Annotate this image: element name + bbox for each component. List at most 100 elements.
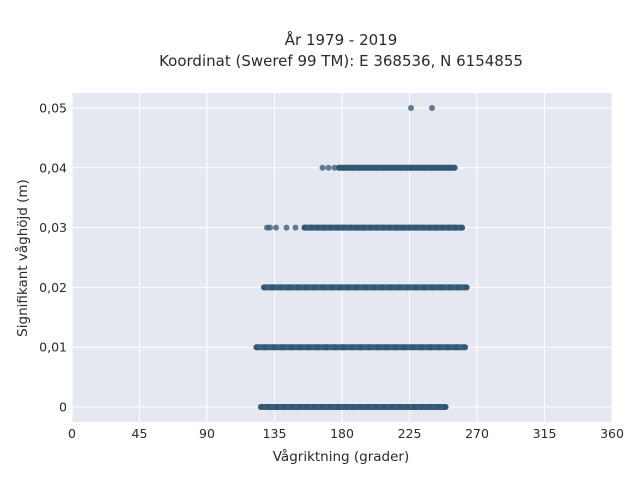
data-point [269,284,276,291]
data-point [401,344,408,351]
x-tick-label: 360 [600,426,624,441]
data-point [380,224,387,231]
data-point [392,344,399,351]
data-point [331,164,338,171]
x-tick-label: 315 [533,426,557,441]
data-point [393,224,400,231]
data-point [301,224,308,231]
data-point [379,284,386,291]
data-point [421,284,428,291]
data-point [270,344,277,351]
data-point [360,224,367,231]
data-point [379,164,386,171]
data-point [386,224,393,231]
data-point [375,344,382,351]
data-point [427,164,434,171]
data-point [294,284,301,291]
chart-subtitle: Koordinat (Sweref 99 TM): E 368536, N 61… [159,52,523,70]
data-point [366,344,373,351]
data-point [305,344,312,351]
data-point [381,404,387,411]
y-tick-label: 0,01 [39,340,67,355]
data-point [319,404,326,411]
data-point [417,164,424,171]
data-point [413,224,420,231]
data-point [320,284,327,291]
data-point [373,224,380,231]
data-point [396,404,403,411]
data-point [422,164,429,171]
data-point [334,224,341,231]
data-point [325,164,332,171]
y-tick-label: 0 [59,400,67,415]
data-point [303,284,310,291]
data-point [429,284,436,291]
x-axis-ticks: 0 45 90 135 180 225 270 315 360 [68,426,624,441]
data-point [349,344,356,351]
data-point [439,224,446,231]
data-point [426,224,433,231]
data-point [350,164,357,171]
data-points [253,104,470,411]
y-tick-label: 0,02 [39,280,67,295]
data-point [327,224,334,231]
data-point [393,164,400,171]
data-point [273,404,280,411]
data-point [342,404,349,411]
data-point [452,224,459,231]
data-point [462,344,468,351]
y-axis-label: Signifikant våghöjd (m) [14,179,31,337]
data-point [459,224,465,231]
data-point [336,164,342,171]
data-point [311,284,318,291]
data-point [412,284,419,291]
data-point [445,224,452,231]
chart-title: År 1979 - 2019 [285,30,398,49]
y-axis-ticks: 0 0,01 0,02 0,03 0,04 0,05 [39,100,67,414]
data-point [406,224,413,231]
data-point [409,344,416,351]
data-point [362,284,369,291]
data-point [258,404,264,411]
data-point [435,344,442,351]
data-point [319,164,326,171]
y-tick-label: 0,03 [39,220,67,235]
data-point [321,224,328,231]
data-point [308,224,315,231]
data-point [413,164,419,171]
data-point [288,404,295,411]
data-point [354,224,360,231]
data-point [438,284,445,291]
data-point [403,164,410,171]
data-point [427,404,434,411]
data-point [404,284,411,291]
data-point [418,344,425,351]
data-point [262,344,269,351]
data-point [399,224,406,231]
data-point [369,164,376,171]
data-point [265,404,272,411]
data-point [261,284,267,291]
x-tick-label: 180 [330,426,354,441]
data-point [408,164,415,171]
data-point [432,224,439,231]
data-point [411,404,418,411]
data-point [370,284,377,291]
data-point [357,344,364,351]
data-point [277,284,284,291]
data-point [314,224,321,231]
data-point [253,344,260,351]
data-point [340,164,347,171]
data-point [453,344,460,351]
x-axis-label: Vågriktning (grader) [273,448,410,465]
data-point [455,284,462,291]
data-point [419,404,426,411]
x-tick-label: 135 [263,426,287,441]
data-point [327,404,334,411]
data-point [279,344,286,351]
data-point [286,284,293,291]
x-tick-label: 90 [199,426,215,441]
data-point [283,224,290,231]
data-point [429,104,435,111]
data-point [292,224,299,231]
